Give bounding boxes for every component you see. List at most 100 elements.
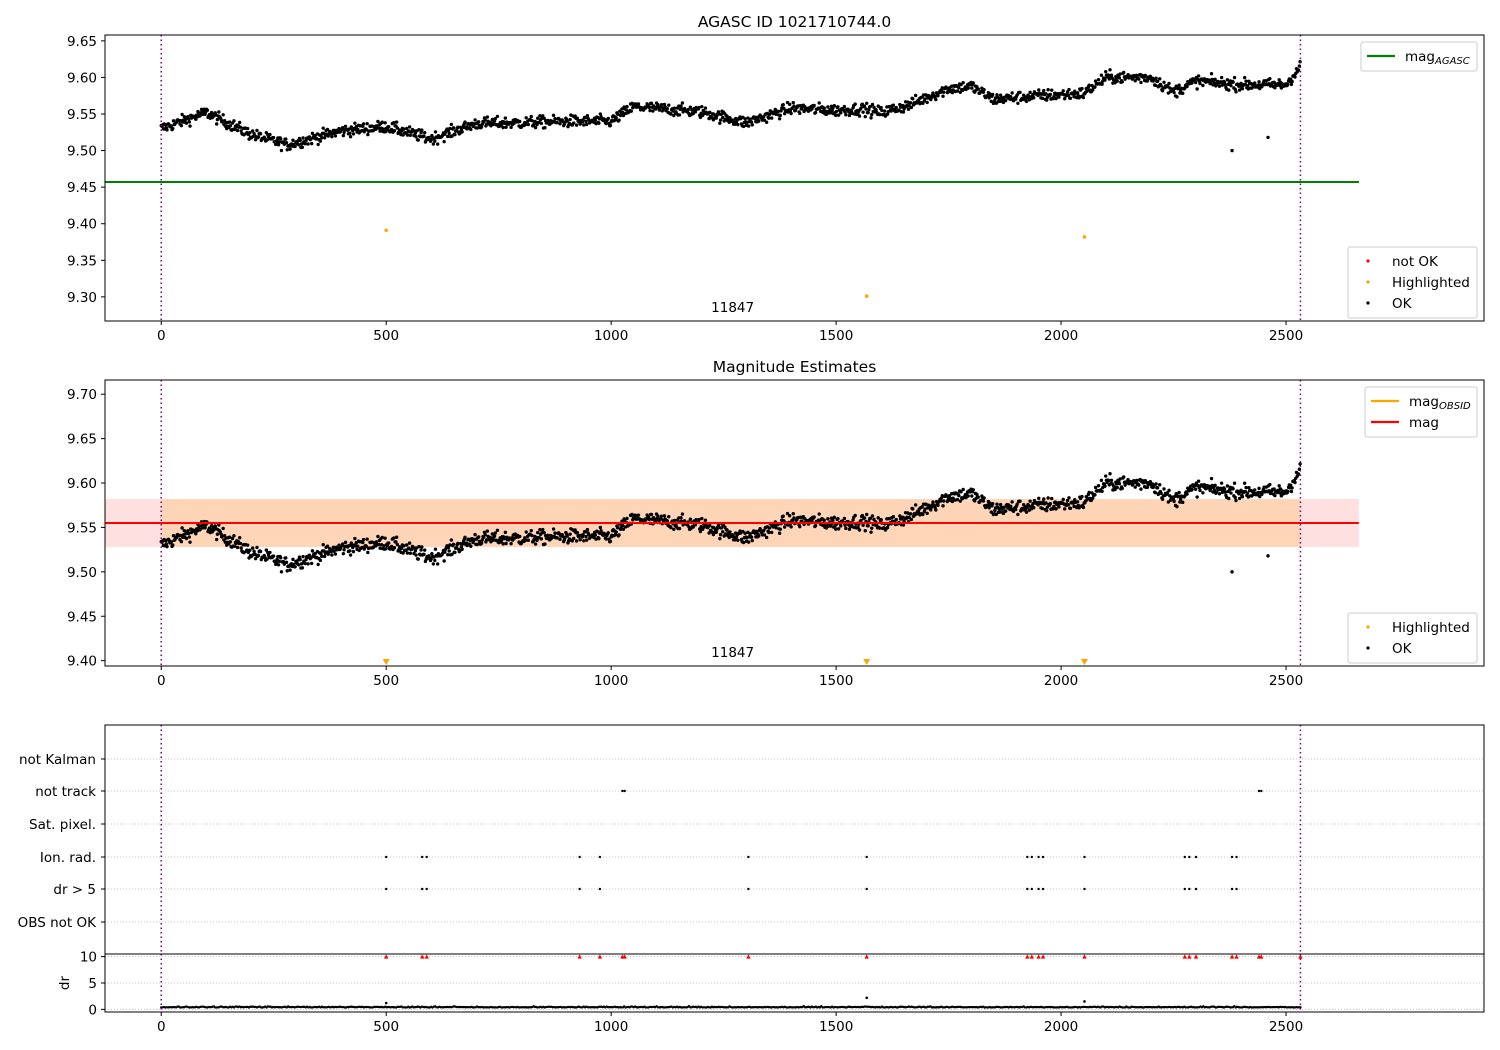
ok-point <box>479 125 484 129</box>
ok-point <box>380 535 384 540</box>
ok-point <box>306 562 310 566</box>
ok-point <box>970 494 974 498</box>
ok-point <box>785 511 790 516</box>
ok-point <box>1213 77 1217 82</box>
ok-point <box>916 510 921 514</box>
ok-point <box>582 123 586 127</box>
flag-label: Sat. pixel. <box>29 817 96 833</box>
ok-point <box>381 544 386 548</box>
ok-point <box>555 120 559 125</box>
ok-point <box>1103 484 1107 488</box>
ok-point <box>1068 506 1073 511</box>
ok-point <box>298 557 302 562</box>
ok-point <box>291 138 295 142</box>
flag-point <box>621 789 624 793</box>
ok-point <box>1014 97 1018 101</box>
flag-point <box>1026 855 1029 859</box>
flag-label: not Kalman <box>19 752 96 768</box>
ok-point <box>392 128 397 133</box>
ok-point <box>1244 485 1248 490</box>
ok-point <box>256 553 261 558</box>
dr-clipped-marker <box>622 954 627 959</box>
ok-point <box>374 540 379 544</box>
ok-point <box>891 103 896 107</box>
ok-point <box>714 530 718 535</box>
ok-point <box>743 117 747 121</box>
ok-point <box>782 525 787 529</box>
ok-point <box>865 101 869 105</box>
dr-clipped-marker <box>424 954 429 959</box>
ok-point <box>318 558 323 563</box>
ok-point <box>972 499 977 503</box>
ok-point <box>822 518 826 522</box>
ok-point <box>614 530 618 534</box>
ok-point <box>433 558 437 563</box>
y-tick-label: 0 <box>88 1002 97 1018</box>
ok-point <box>667 103 671 107</box>
ok-point <box>911 507 915 511</box>
ok-point <box>901 110 906 114</box>
ok-point <box>347 127 351 131</box>
ok-point <box>380 120 384 124</box>
ok-point <box>342 548 346 552</box>
ok-point <box>235 128 240 133</box>
ok-point <box>480 538 485 542</box>
ok-point <box>1175 95 1179 99</box>
ok-point <box>585 114 590 118</box>
ok-point <box>667 515 671 519</box>
ok-point <box>351 549 356 554</box>
ok-point <box>274 561 279 565</box>
ok-point <box>423 130 427 135</box>
ok-point <box>387 125 391 129</box>
ok-point <box>1160 89 1165 93</box>
ok-point <box>1242 481 1247 485</box>
legend-label: mag <box>1409 415 1439 431</box>
ok-point <box>998 99 1002 104</box>
ok-point <box>347 543 351 548</box>
ok-point <box>429 557 433 561</box>
ok-point <box>1225 484 1230 488</box>
ok-point <box>714 116 718 120</box>
ok-point <box>672 527 676 531</box>
ok-point <box>1052 504 1056 509</box>
ok-point <box>767 530 771 535</box>
ok-point <box>913 93 918 98</box>
ok-point <box>1209 486 1213 491</box>
ok-point <box>366 132 370 137</box>
ok-point <box>767 116 771 120</box>
ok-point <box>420 128 424 132</box>
ok-point <box>1223 490 1227 494</box>
ok-point <box>1042 497 1046 501</box>
ok-point <box>1273 86 1277 90</box>
ok-point <box>258 132 263 136</box>
ok-point <box>1016 512 1020 517</box>
ok-point <box>1044 92 1048 96</box>
ok-point <box>299 142 304 146</box>
ok-point <box>662 514 667 518</box>
ok-point <box>574 123 579 127</box>
ok-point <box>171 543 175 547</box>
ok-point <box>608 123 613 128</box>
ok-point <box>1075 500 1080 504</box>
ok-point <box>990 502 995 506</box>
ok-point <box>1173 494 1177 498</box>
ok-point <box>885 525 890 530</box>
ok-point <box>862 104 867 108</box>
ok-point <box>447 131 451 136</box>
ok-point <box>1201 83 1205 88</box>
ok-point <box>990 92 995 97</box>
x-tick-label: 2000 <box>1044 673 1078 689</box>
y-tick-label: 9.30 <box>67 290 97 306</box>
ok-point <box>501 542 505 546</box>
ok-point <box>1066 503 1070 507</box>
ok-point <box>171 126 175 131</box>
ok-point <box>453 550 457 555</box>
ok-point <box>1080 494 1084 499</box>
ok-point <box>1289 489 1294 494</box>
ok-point <box>1018 499 1022 503</box>
ok-point <box>1114 76 1119 80</box>
ok-point <box>431 562 436 566</box>
ok-point <box>203 526 207 530</box>
ok-point <box>647 105 652 110</box>
ok-point <box>1209 72 1214 76</box>
